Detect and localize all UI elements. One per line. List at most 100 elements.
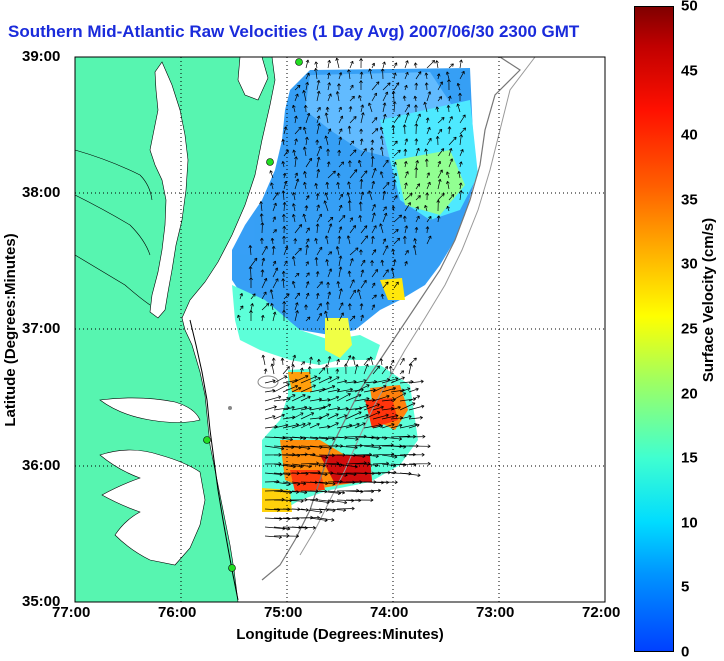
- velocity-arrow: [327, 406, 341, 411]
- velocity-arrow: [337, 235, 342, 245]
- velocity-arrow: [359, 128, 364, 135]
- velocity-arrow: [302, 213, 307, 223]
- bay-arm-3: [74, 254, 151, 306]
- velocity-arrow: [347, 181, 351, 190]
- velocity-arrow: [371, 294, 377, 300]
- velocity-arrow: [408, 379, 424, 384]
- velocity-arrow: [294, 115, 298, 124]
- velocity-arrow: [316, 281, 323, 289]
- velocity-arrow: [390, 376, 405, 384]
- velocity-arrow: [415, 215, 420, 223]
- velocity-arrow: [259, 237, 264, 245]
- velocity-arrow: [347, 160, 352, 168]
- velocity-arrow: [345, 379, 357, 384]
- velocity-arrow: [390, 423, 403, 429]
- velocity-arrow: [336, 463, 358, 469]
- velocity-arrow: [399, 472, 421, 478]
- velocity-arrow: [370, 260, 374, 267]
- velocity-arrow: [249, 277, 253, 288]
- velocity-arrow: [393, 214, 403, 223]
- velocity-arrow: [305, 281, 310, 289]
- colorbar-tick: 15: [681, 449, 698, 467]
- velocity-arrow: [347, 125, 352, 135]
- velocity-arrow: [408, 404, 425, 411]
- velocity-arrow: [360, 235, 369, 245]
- velocity-arrow: [437, 178, 442, 190]
- velocity-arrow: [382, 91, 389, 102]
- velocity-arrow: [291, 375, 309, 384]
- velocity-arrow: [294, 247, 302, 256]
- velocity-arrow: [327, 395, 340, 402]
- velocity-arrow: [250, 257, 258, 267]
- velocity-arrow: [305, 81, 309, 91]
- velocity-arrow: [371, 268, 379, 278]
- velocity-arrow: [318, 376, 332, 384]
- velocity-arrow: [283, 149, 289, 157]
- bathymetry-1: [261, 56, 521, 581]
- velocity-arrow: [269, 170, 274, 179]
- velocity-arrow: [360, 269, 365, 278]
- velocity-arrow: [273, 423, 289, 429]
- velocity-arrow: [338, 288, 343, 300]
- velocity-arrow: [239, 293, 244, 300]
- velocity-arrow: [404, 84, 408, 91]
- velocity-arrow: [459, 161, 463, 168]
- velocity-arrow: [325, 364, 329, 375]
- velocity-arrow: [359, 58, 363, 69]
- velocity-arrow: [316, 246, 323, 256]
- velocity-arrow: [338, 266, 343, 278]
- velocity-arrow: [294, 156, 298, 168]
- velocity-arrow: [315, 193, 320, 201]
- velocity-arrow: [327, 216, 334, 223]
- velocity-arrow: [379, 146, 384, 157]
- velocity-arrow: [393, 62, 398, 69]
- velocity-arrow: [414, 123, 419, 135]
- velocity-arrow: [390, 359, 395, 366]
- velocity-arrow: [281, 270, 286, 278]
- y-tick-label: 39:00: [22, 48, 61, 65]
- velocity-arrow: [354, 443, 375, 448]
- velocity-vectors: [237, 57, 467, 540]
- velocity-arrow: [349, 149, 357, 157]
- velocity-arrow: [426, 60, 436, 69]
- velocity-arrow: [381, 436, 403, 441]
- velocity-arrow: [292, 203, 296, 212]
- velocity-arrow: [316, 303, 322, 311]
- velocity-arrow: [382, 238, 387, 245]
- velocity-arrow: [413, 62, 418, 69]
- velocity-arrow: [382, 82, 391, 91]
- velocity-arrow: [404, 112, 410, 124]
- velocity-arrow: [359, 80, 363, 90]
- velocity-arrow: [372, 424, 384, 429]
- velocity-arrow: [264, 395, 282, 402]
- velocity-arrow: [372, 385, 387, 393]
- velocity-arrow: [392, 179, 397, 190]
- velocity-arrow: [269, 289, 274, 300]
- velocity-arrow: [371, 225, 377, 234]
- velocity-arrow: [399, 357, 405, 366]
- velocity-arrow: [446, 104, 451, 113]
- velocity-arrow: [325, 106, 330, 113]
- velocity-arrow: [272, 229, 277, 234]
- velocity-arrow: [304, 205, 309, 212]
- velocity-arrow: [363, 357, 370, 366]
- velocity-arrow: [336, 358, 340, 366]
- colorbar-tick: 50: [681, 0, 698, 15]
- velocity-arrow: [426, 137, 432, 146]
- velocity-arrow: [447, 126, 452, 135]
- velocity-arrow: [408, 444, 431, 449]
- colorbar: [634, 6, 674, 652]
- velocity-arrow: [314, 67, 318, 80]
- velocity-arrow: [326, 161, 331, 168]
- velocity-arrow: [426, 91, 432, 102]
- velocity-arrow: [309, 356, 313, 366]
- velocity-arrow: [294, 272, 300, 278]
- pamlico-sound: [99, 449, 206, 566]
- velocity-arrow: [324, 310, 329, 322]
- velocity-arrow: [294, 138, 298, 146]
- velocity-arrow: [291, 213, 296, 223]
- colorbar-tick: 20: [681, 385, 698, 403]
- velocity-arrow: [294, 292, 300, 300]
- velocity-arrow: [437, 193, 445, 201]
